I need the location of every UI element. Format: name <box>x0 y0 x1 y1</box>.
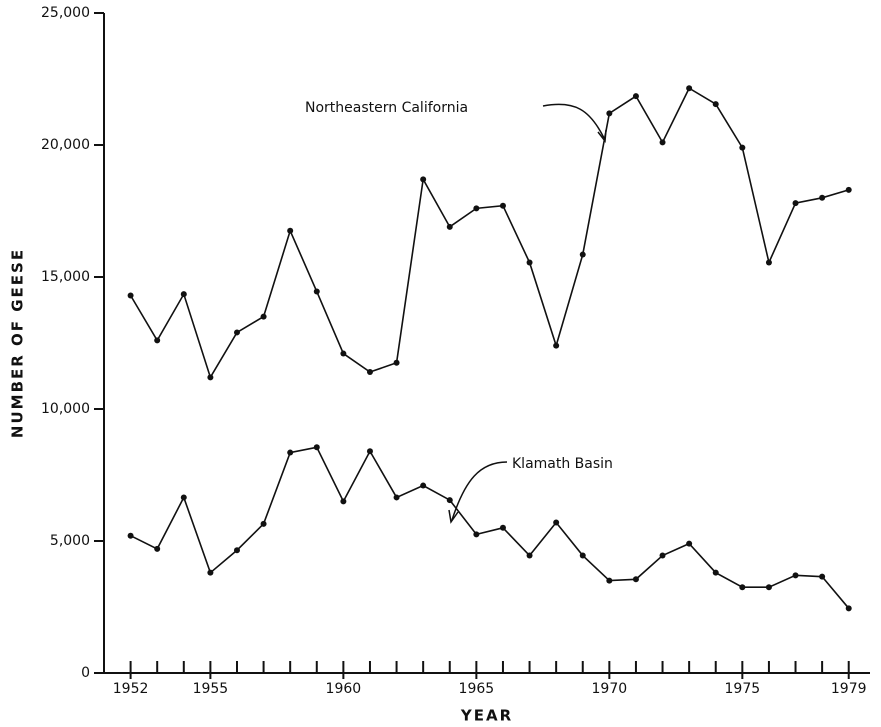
series-annotation: Klamath Basin <box>512 456 613 472</box>
data-point <box>154 545 161 552</box>
data-point <box>473 205 480 212</box>
data-point <box>579 251 586 258</box>
data-point <box>845 605 852 612</box>
data-point <box>233 329 240 336</box>
data-point <box>765 259 772 266</box>
data-point <box>446 223 453 230</box>
data-point <box>526 259 533 266</box>
data-point <box>819 194 826 201</box>
x-tick-label: 1955 <box>193 681 229 697</box>
x-tick-label: 1979 <box>831 681 867 697</box>
data-point <box>659 139 666 146</box>
data-point <box>686 540 693 547</box>
series-annotation: Northeastern California <box>305 100 468 116</box>
data-point <box>739 584 746 591</box>
data-point <box>366 369 373 376</box>
data-point <box>287 449 294 456</box>
data-point <box>366 448 373 455</box>
data-point <box>127 532 134 539</box>
x-tick-label: 1960 <box>326 681 362 697</box>
data-point <box>499 202 506 209</box>
y-tick-label: 15,000 <box>41 269 90 285</box>
x-tick-label: 1965 <box>459 681 495 697</box>
data-point <box>393 494 400 501</box>
data-point <box>180 291 187 298</box>
y-tick-label: 20,000 <box>41 137 90 153</box>
y-tick-label: 0 <box>81 665 90 681</box>
data-point <box>659 552 666 559</box>
data-point <box>553 519 560 526</box>
data-point <box>526 552 533 559</box>
data-point <box>499 524 506 531</box>
data-point <box>792 200 799 207</box>
data-point <box>260 520 267 527</box>
annotation-arrow <box>451 461 508 521</box>
data-point <box>287 227 294 234</box>
annotation-arrowhead <box>448 509 459 524</box>
data-point <box>207 374 214 381</box>
y-tick-label: 25,000 <box>41 5 90 21</box>
data-point <box>313 288 320 295</box>
data-point <box>313 444 320 451</box>
data-point <box>180 494 187 501</box>
data-point <box>819 573 826 580</box>
data-point <box>632 93 639 100</box>
data-point <box>340 350 347 357</box>
series-line <box>129 87 849 380</box>
data-point <box>739 144 746 151</box>
data-point <box>686 85 693 92</box>
data-point <box>632 576 639 583</box>
data-point <box>393 359 400 366</box>
annotation-arrow <box>542 103 605 139</box>
data-point <box>260 313 267 320</box>
data-point <box>712 569 719 576</box>
data-point <box>340 498 347 505</box>
data-point <box>420 176 427 183</box>
x-tick-label: 1970 <box>592 681 628 697</box>
data-point <box>606 110 613 117</box>
data-point <box>127 292 134 299</box>
data-point <box>207 569 214 576</box>
data-point <box>579 552 586 559</box>
data-point <box>792 572 799 579</box>
data-point <box>606 577 613 584</box>
data-point <box>712 101 719 108</box>
data-point <box>154 337 161 344</box>
data-point <box>765 584 772 591</box>
data-point <box>553 342 560 349</box>
data-point <box>420 482 427 489</box>
data-point <box>845 186 852 193</box>
data-point <box>446 497 453 504</box>
data-point <box>473 531 480 538</box>
x-axis-label: YEAR <box>460 707 513 725</box>
series-line <box>130 446 850 609</box>
y-tick-label: 5,000 <box>50 533 90 549</box>
data-point <box>233 547 240 554</box>
x-tick-label: 1975 <box>725 681 761 697</box>
y-tick-label: 10,000 <box>41 401 90 417</box>
x-tick-label: 1952 <box>113 681 149 697</box>
y-axis-label: NUMBER OF GEESE <box>9 248 27 438</box>
